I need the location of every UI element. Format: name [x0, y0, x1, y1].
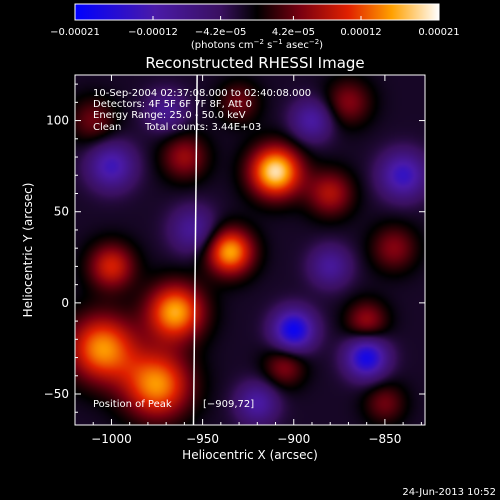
- colorbar-tick-label: −0.00012: [128, 27, 178, 38]
- y-tick-label: 100: [46, 114, 69, 128]
- x-tick-label: −1000: [91, 432, 132, 446]
- colorbar-tick-label: −4.2e−05: [195, 27, 247, 38]
- x-tick-label: −900: [277, 432, 310, 446]
- colorbar-tick-label: 0.00021: [418, 27, 459, 38]
- annotation-clean: Clean: [93, 122, 121, 133]
- plot-frame: [74, 74, 426, 426]
- colorbar-gradient: [74, 3, 440, 21]
- colorbar-tick-label: −0.00021: [50, 27, 100, 38]
- annotation-energy-range: Energy Range: 25.0 - 50.0 keV: [93, 110, 246, 121]
- plot-area: −1000 −950 −900 −850 −50 0 50 100: [44, 74, 426, 446]
- annotation-detectors: Detectors: 4F 5F 6F 7F 8F, Att 0: [93, 99, 252, 110]
- annotation-position-value: [−909,72]: [203, 399, 254, 410]
- y-axis-label: Heliocentric Y (arcsec): [21, 183, 35, 318]
- y-tick-label: −50: [44, 387, 69, 401]
- x-tick-label: −850: [368, 432, 401, 446]
- footer-timestamp: 24-Jun-2013 10:52: [402, 487, 496, 498]
- y-tick-label: 0: [61, 296, 69, 310]
- y-axis-ticks: −50 0 50 100: [44, 83, 425, 413]
- chart-title: Reconstructed RHESSI Image: [145, 54, 364, 72]
- annotation-time-range: 10-Sep-2004 02:37:08.000 to 02:40:08.000: [93, 88, 311, 99]
- x-axis-ticks: −1000 −950 −900 −850: [91, 75, 422, 446]
- limb-line: [192, 74, 198, 426]
- annotations: 10-Sep-2004 02:37:08.000 to 02:40:08.000…: [93, 88, 311, 410]
- colorbar-tick-label: 4.2e−05: [272, 27, 315, 38]
- y-tick-label: 50: [54, 205, 69, 219]
- heatmap-image: [75, 75, 425, 425]
- annotation-total-counts: Total counts: 3.44E+03: [144, 122, 261, 133]
- x-axis-label: Heliocentric X (arcsec): [182, 448, 318, 462]
- annotation-position-label: Position of Peak: [93, 399, 172, 410]
- x-tick-label: −950: [186, 432, 219, 446]
- colorbar-unit-label: (photons cm−2 s−1 asec−2): [191, 38, 323, 51]
- colorbar-tick-label: 0.00012: [340, 27, 381, 38]
- colorbar-ticks: −0.00021 −0.00012 −4.2e−05 4.2e−05 0.00012 0.…: [50, 16, 460, 38]
- colorbar: −0.00021 −0.00012 −4.2e−05 4.2e−05 0.00012 0.…: [50, 3, 460, 51]
